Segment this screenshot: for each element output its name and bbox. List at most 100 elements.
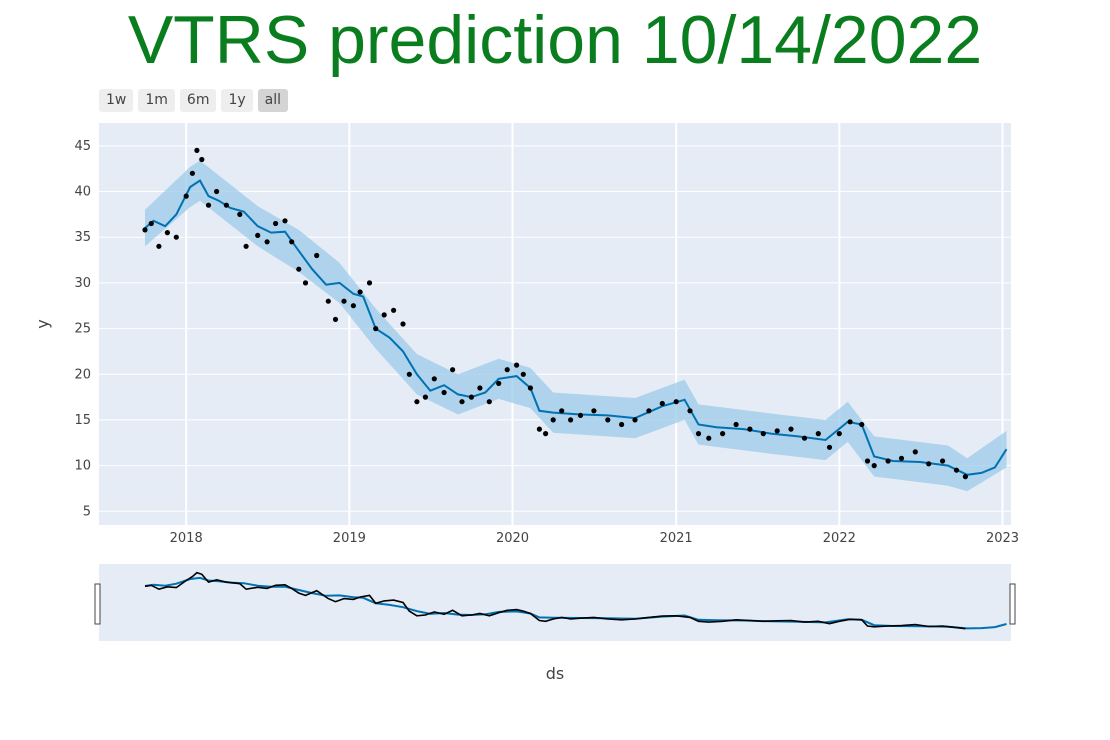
actual-data-point bbox=[296, 266, 302, 272]
actual-data-point bbox=[325, 298, 331, 304]
y-tick-label: 25 bbox=[74, 322, 91, 337]
actual-data-point bbox=[659, 400, 665, 407]
actual-data-point bbox=[156, 243, 162, 249]
actual-data-point bbox=[450, 367, 456, 373]
actual-data-point bbox=[243, 243, 249, 249]
x-tick-labels: 2018 2019 2020 2021 2022 2023 bbox=[170, 531, 1019, 546]
actual-data-point bbox=[205, 202, 212, 208]
actual-data-point bbox=[788, 426, 794, 432]
x-axis-title: ds bbox=[546, 664, 565, 683]
range-slider-right-handle[interactable] bbox=[1009, 583, 1016, 625]
actual-data-point bbox=[264, 239, 270, 245]
actual-data-point bbox=[223, 202, 229, 208]
actual-data-point bbox=[687, 408, 693, 414]
actual-data-point bbox=[962, 474, 969, 480]
actual-data-point bbox=[536, 426, 543, 432]
actual-data-point bbox=[695, 431, 702, 437]
range-button-1m[interactable]: 1m bbox=[138, 89, 175, 112]
range-button-6m[interactable]: 6m bbox=[179, 89, 217, 112]
actual-data-point bbox=[550, 417, 556, 423]
actual-data-point bbox=[619, 421, 625, 428]
range-slider[interactable] bbox=[99, 564, 1011, 641]
actual-data-point bbox=[568, 417, 574, 423]
actual-data-point bbox=[164, 230, 170, 236]
actual-data-point bbox=[282, 218, 288, 224]
actual-data-point bbox=[836, 431, 842, 437]
actual-data-point bbox=[847, 419, 853, 425]
actual-data-point bbox=[459, 399, 465, 405]
actual-data-point bbox=[302, 280, 309, 286]
actual-data-point bbox=[289, 239, 295, 245]
actual-data-point bbox=[632, 417, 638, 423]
actual-data-point bbox=[273, 220, 279, 227]
y-tick-labels: 5 10 15 20 25 30 35 40 45 bbox=[74, 139, 91, 519]
actual-data-point bbox=[591, 408, 597, 414]
range-button-1w[interactable]: 1w bbox=[99, 89, 134, 112]
actual-data-point bbox=[255, 232, 261, 238]
actual-data-point bbox=[373, 326, 379, 332]
actual-data-point bbox=[871, 463, 877, 469]
actual-data-point bbox=[760, 431, 766, 437]
y-tick-label: 10 bbox=[74, 459, 91, 474]
uncertainty-band bbox=[145, 160, 1007, 492]
x-tick-label: 2018 bbox=[170, 531, 203, 546]
actual-data-point bbox=[774, 428, 780, 434]
actual-data-point bbox=[214, 188, 220, 195]
actual-data-point bbox=[194, 147, 200, 153]
actual-data-point bbox=[486, 399, 492, 405]
actual-data-point bbox=[183, 193, 189, 199]
actual-data-point bbox=[414, 399, 420, 405]
actual-data-point bbox=[912, 449, 918, 455]
actual-data-point bbox=[953, 467, 960, 473]
actual-data-point bbox=[520, 371, 526, 377]
actual-data-point bbox=[885, 458, 891, 464]
actual-data-point bbox=[543, 431, 549, 437]
actual-data-point bbox=[381, 312, 387, 318]
y-tick-label: 15 bbox=[74, 413, 91, 428]
chart-title: VTRS prediction 10/14/2022 bbox=[127, 2, 983, 78]
actual-data-point bbox=[332, 316, 339, 322]
actual-data-point bbox=[314, 252, 320, 259]
actual-data-point bbox=[441, 389, 447, 396]
actual-data-point bbox=[646, 408, 652, 414]
actual-data-point bbox=[237, 211, 243, 217]
actual-data-point bbox=[733, 421, 739, 428]
actual-data-point bbox=[357, 289, 363, 295]
uncertainty-layer bbox=[145, 160, 1007, 492]
y-tick-label: 45 bbox=[74, 139, 91, 154]
y-tick-label: 30 bbox=[74, 276, 91, 291]
actual-data-point bbox=[527, 385, 534, 391]
actual-data-point bbox=[189, 170, 195, 176]
actual-data-point bbox=[341, 298, 347, 304]
actual-data-point bbox=[400, 321, 406, 327]
y-tick-label: 20 bbox=[74, 367, 91, 382]
plot-area[interactable] bbox=[99, 123, 1011, 525]
range-slider-left-handle[interactable] bbox=[94, 583, 101, 625]
actual-data-point bbox=[898, 455, 905, 461]
actual-data-point bbox=[747, 426, 753, 432]
y-axis-title: y bbox=[33, 319, 52, 328]
actual-data-point bbox=[142, 227, 148, 233]
actual-data-point bbox=[148, 220, 154, 227]
actual-data-point bbox=[391, 307, 397, 313]
range-button-all[interactable]: all bbox=[257, 89, 289, 112]
actual-data-point bbox=[940, 458, 946, 464]
actual-data-point bbox=[514, 362, 520, 368]
actual-data-point bbox=[826, 444, 833, 450]
y-tick-label: 40 bbox=[74, 185, 91, 200]
y-tick-label: 35 bbox=[74, 230, 91, 245]
range-button-1y[interactable]: 1y bbox=[221, 89, 253, 112]
actual-data-point bbox=[706, 435, 712, 441]
range-selector: 1w 1m 6m 1y all bbox=[99, 89, 289, 112]
actual-data-point bbox=[605, 417, 611, 423]
actual-data-point bbox=[720, 431, 726, 437]
actual-data-point bbox=[801, 435, 808, 441]
actual-data-point bbox=[815, 431, 821, 437]
actual-data-point bbox=[926, 461, 932, 467]
actual-data-point bbox=[673, 399, 679, 405]
slider-actual-trace bbox=[144, 571, 966, 630]
actual-data-point bbox=[431, 376, 437, 382]
range-slider-preview bbox=[144, 571, 1007, 630]
actual-data-point bbox=[422, 394, 428, 400]
